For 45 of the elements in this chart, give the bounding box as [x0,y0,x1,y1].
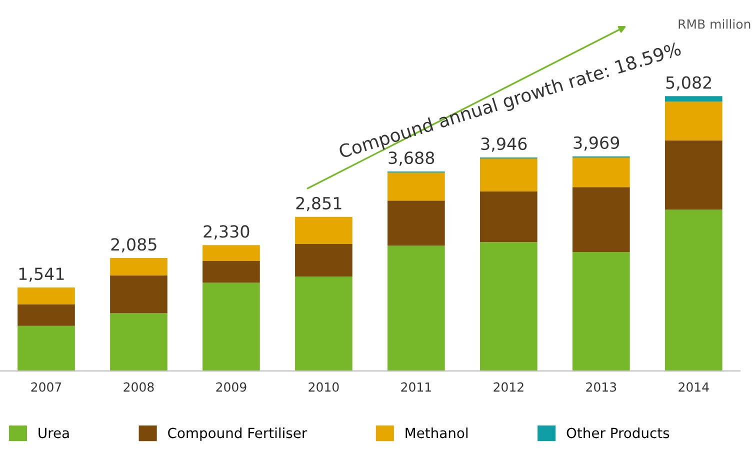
annotation: 2,330 [204,225,250,240]
bar [110,258,168,276]
legend-label: Methanol [406,427,468,438]
x-tick-label: 2011 [401,382,431,392]
bar [202,245,260,262]
annotation: 2,085 [111,238,156,252]
bar [572,187,630,252]
x-tick-label: 2013 [586,382,616,392]
bar [480,242,538,371]
x-tick-label: 2014 [678,382,709,392]
legend-label: Compound Fertiliser [168,427,308,441]
bar [664,96,722,102]
bar [18,326,75,371]
x-tick-label: 2012 [494,382,524,392]
annotation: 1,541 [19,268,64,282]
legend-label: Urea [38,428,69,438]
bar [295,216,352,244]
bar [572,252,630,371]
bar [480,158,538,192]
x-tick-label: 2008 [124,382,154,392]
bar [572,157,630,188]
annotation: 3,946 [481,138,527,152]
x-tick-label: 2007 [31,382,62,392]
bar [202,261,260,283]
bar [388,246,445,371]
bar [664,210,722,371]
bar [388,172,445,201]
bar [202,282,260,371]
legend-label: Other Products [566,427,670,438]
bar [388,200,445,246]
bar [295,276,352,371]
bar [18,304,75,326]
annotation: 3,969 [574,136,620,151]
annotation: 5,082 [666,76,712,91]
bar [110,275,168,314]
bar [480,192,538,242]
text: RMB million [678,19,750,29]
bar [295,244,352,276]
bar [110,313,168,371]
annotation: 2,851 [296,196,342,212]
bar [664,140,722,210]
bar [18,287,75,304]
x-tick-label: 2009 [216,382,246,392]
bar [664,102,722,140]
x-tick-label: 2010 [308,382,339,392]
